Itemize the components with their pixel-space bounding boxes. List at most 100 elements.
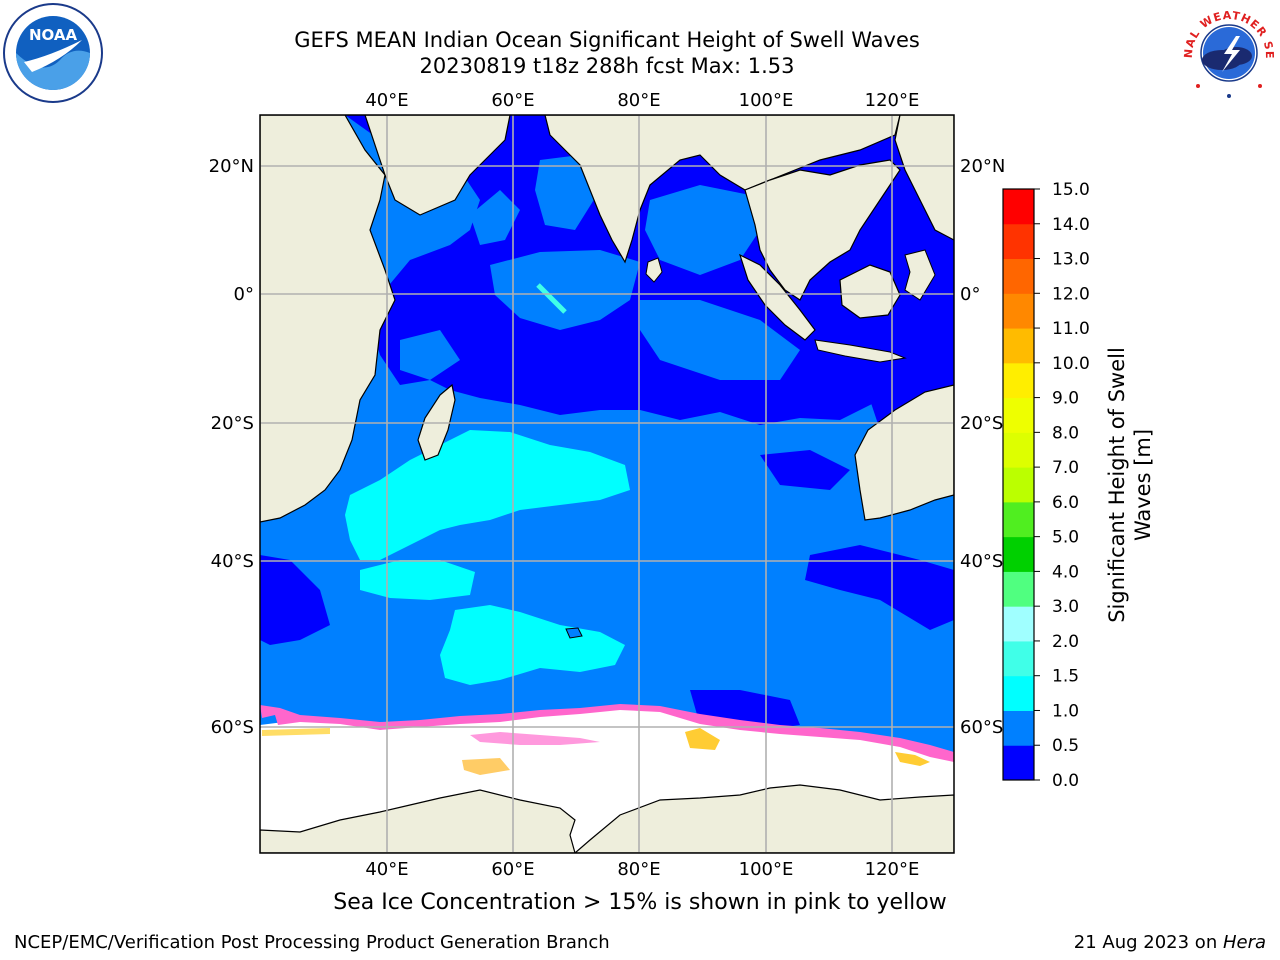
lat-label-left: 20°N xyxy=(209,156,254,177)
colorbar-tick-label: 5.0 xyxy=(1052,528,1079,548)
lat-label-right: 20°S xyxy=(960,413,1003,434)
colorbar-bin xyxy=(1003,536,1034,572)
colorbar-tick-label: 6.0 xyxy=(1052,493,1079,513)
colorbar-tick-label: 8.0 xyxy=(1052,423,1079,443)
swell-low-patch-sw xyxy=(260,555,330,645)
footer-host: Hera xyxy=(1222,932,1266,953)
colorbar-tick-label: 9.0 xyxy=(1052,389,1079,409)
sea-ice-edge-pink-2 xyxy=(470,732,600,745)
colorbar-bin xyxy=(1003,571,1034,607)
colorbar-frame xyxy=(1002,188,1035,781)
lat-labels-left: 20°N 0° 20°S 40°S 60°S xyxy=(209,156,254,738)
colorbar-bin xyxy=(1003,606,1034,642)
map-gridlines xyxy=(260,115,954,853)
footer-left: NCEP/EMC/Verification Post Processing Pr… xyxy=(14,932,610,953)
colorbar-tick-label: 1.0 xyxy=(1052,701,1079,721)
swell-mid-patch-5 xyxy=(640,300,800,380)
colorbar-tick-label: 11.0 xyxy=(1052,319,1090,339)
colorbar: 0.0 0.5 1.0 1.5 2.0 3.0 4.0 5.0 6.0 7.0 8.0 9.0 10.0… xyxy=(1002,180,1090,791)
map-subtitle: 20230819 t18z 288h fcst Max: 1.53 xyxy=(419,54,795,78)
lon-label-top: 40°E xyxy=(365,90,408,111)
noaa-logo-text: NOAA xyxy=(29,26,78,44)
colorbar-label-line2: Waves [m] xyxy=(1131,429,1155,541)
footer-right: 21 Aug 2023 on Hera xyxy=(1074,932,1266,953)
colorbar-bin xyxy=(1003,258,1034,294)
colorbar-tick-label: 0.5 xyxy=(1052,736,1079,756)
map-frame xyxy=(259,114,955,854)
map-title: GEFS MEAN Indian Ocean Significant Heigh… xyxy=(294,28,920,52)
lon-label-bottom: 80°E xyxy=(617,859,660,880)
lon-label-bottom: 100°E xyxy=(739,859,794,880)
colorbar-bin xyxy=(1003,710,1034,746)
swell-mid-patch-2 xyxy=(645,185,760,275)
colorbar-bin xyxy=(1003,501,1034,538)
sea-ice-yellow-1 xyxy=(685,728,720,750)
colorbar-bin xyxy=(1003,640,1034,677)
colorbar-bin xyxy=(1003,432,1034,468)
land-india xyxy=(544,115,901,264)
lon-labels-bottom: 40°E 60°E 80°E 100°E 120°E xyxy=(365,859,919,880)
colorbar-label-line1: Significant Height of Swell xyxy=(1105,347,1129,623)
colorbar-bin xyxy=(1003,189,1034,225)
sea-ice-yellow-4 xyxy=(262,728,330,736)
footer-date: 21 Aug 2023 on xyxy=(1073,932,1223,953)
colorbar-bin xyxy=(1003,467,1034,503)
lon-labels-top: 40°E 60°E 80°E 100°E 120°E xyxy=(365,90,919,111)
swell-mid-patch-6 xyxy=(400,330,460,380)
colorbar-bin xyxy=(1003,675,1034,711)
lon-label-top: 120°E xyxy=(865,90,920,111)
colorbar-tick-label: 13.0 xyxy=(1052,250,1090,270)
land-arabia xyxy=(364,115,511,216)
lat-label-right: 0° xyxy=(960,284,980,305)
land-africa xyxy=(260,115,396,523)
lon-label-bottom: 40°E xyxy=(365,859,408,880)
colorbar-bin xyxy=(1003,397,1034,433)
lat-label-left: 40°S xyxy=(211,551,254,572)
colorbar-bin xyxy=(1003,223,1034,260)
colorbar-tick-label: 4.0 xyxy=(1052,562,1079,582)
colorbar-bin xyxy=(1003,362,1034,399)
lat-label-right: 40°S xyxy=(960,551,1003,572)
lon-label-top: 60°E xyxy=(491,90,534,111)
colorbar-bin xyxy=(1003,293,1034,329)
nws-logo: NATIONAL WEATHER SERVICE xyxy=(1178,0,1278,100)
sea-ice-edge-pink xyxy=(260,704,954,762)
colorbar-bin xyxy=(1003,745,1034,781)
land-sulawesi xyxy=(904,249,936,301)
colorbar-tick-label: 12.0 xyxy=(1052,284,1090,304)
swell-cyan-region-2 xyxy=(360,560,475,600)
sea-ice-yellow-2 xyxy=(895,752,930,766)
colorbar-bin xyxy=(1003,328,1034,364)
land-sumatra xyxy=(738,253,816,341)
sea-ice-yellow-3 xyxy=(462,758,510,775)
colorbar-tick-label: 14.0 xyxy=(1052,215,1090,235)
colorbar-tick-label: 3.0 xyxy=(1052,597,1079,617)
swell-low-patch-mid xyxy=(760,450,850,490)
kerguelen-island xyxy=(565,627,583,639)
swell-cyan-region-3 xyxy=(440,605,625,685)
colorbar-tick-label: 10.0 xyxy=(1052,354,1090,374)
lat-label-left: 0° xyxy=(234,284,254,305)
swell-mid-patch-3 xyxy=(470,190,520,245)
map-layers xyxy=(260,115,954,853)
colorbar-label: Significant Height of Swell Waves [m] xyxy=(1105,347,1155,623)
land-indochina xyxy=(744,159,901,301)
lon-label-bottom: 120°E xyxy=(865,859,920,880)
lat-label-right: 60°S xyxy=(960,717,1003,738)
colorbar-tick-label: 1.5 xyxy=(1052,667,1079,687)
lat-labels-right: 20°N 0° 20°S 40°S 60°S xyxy=(960,156,1005,738)
lat-label-left: 20°S xyxy=(211,413,254,434)
lat-label-right: 20°N xyxy=(960,156,1005,177)
lon-label-top: 100°E xyxy=(739,90,794,111)
colorbar-tick-label: 15.0 xyxy=(1052,180,1090,200)
land-antarctica-east xyxy=(574,784,954,853)
land-australia xyxy=(854,384,954,521)
swell-streak xyxy=(536,283,567,314)
lat-label-left: 60°S xyxy=(211,717,254,738)
swell-mid-patch-1 xyxy=(490,250,640,330)
swell-cyan-region-1 xyxy=(345,430,630,560)
noaa-logo: NOAA xyxy=(3,3,103,103)
lon-label-top: 80°E xyxy=(617,90,660,111)
colorbar-tick-label: 0.0 xyxy=(1052,771,1079,791)
